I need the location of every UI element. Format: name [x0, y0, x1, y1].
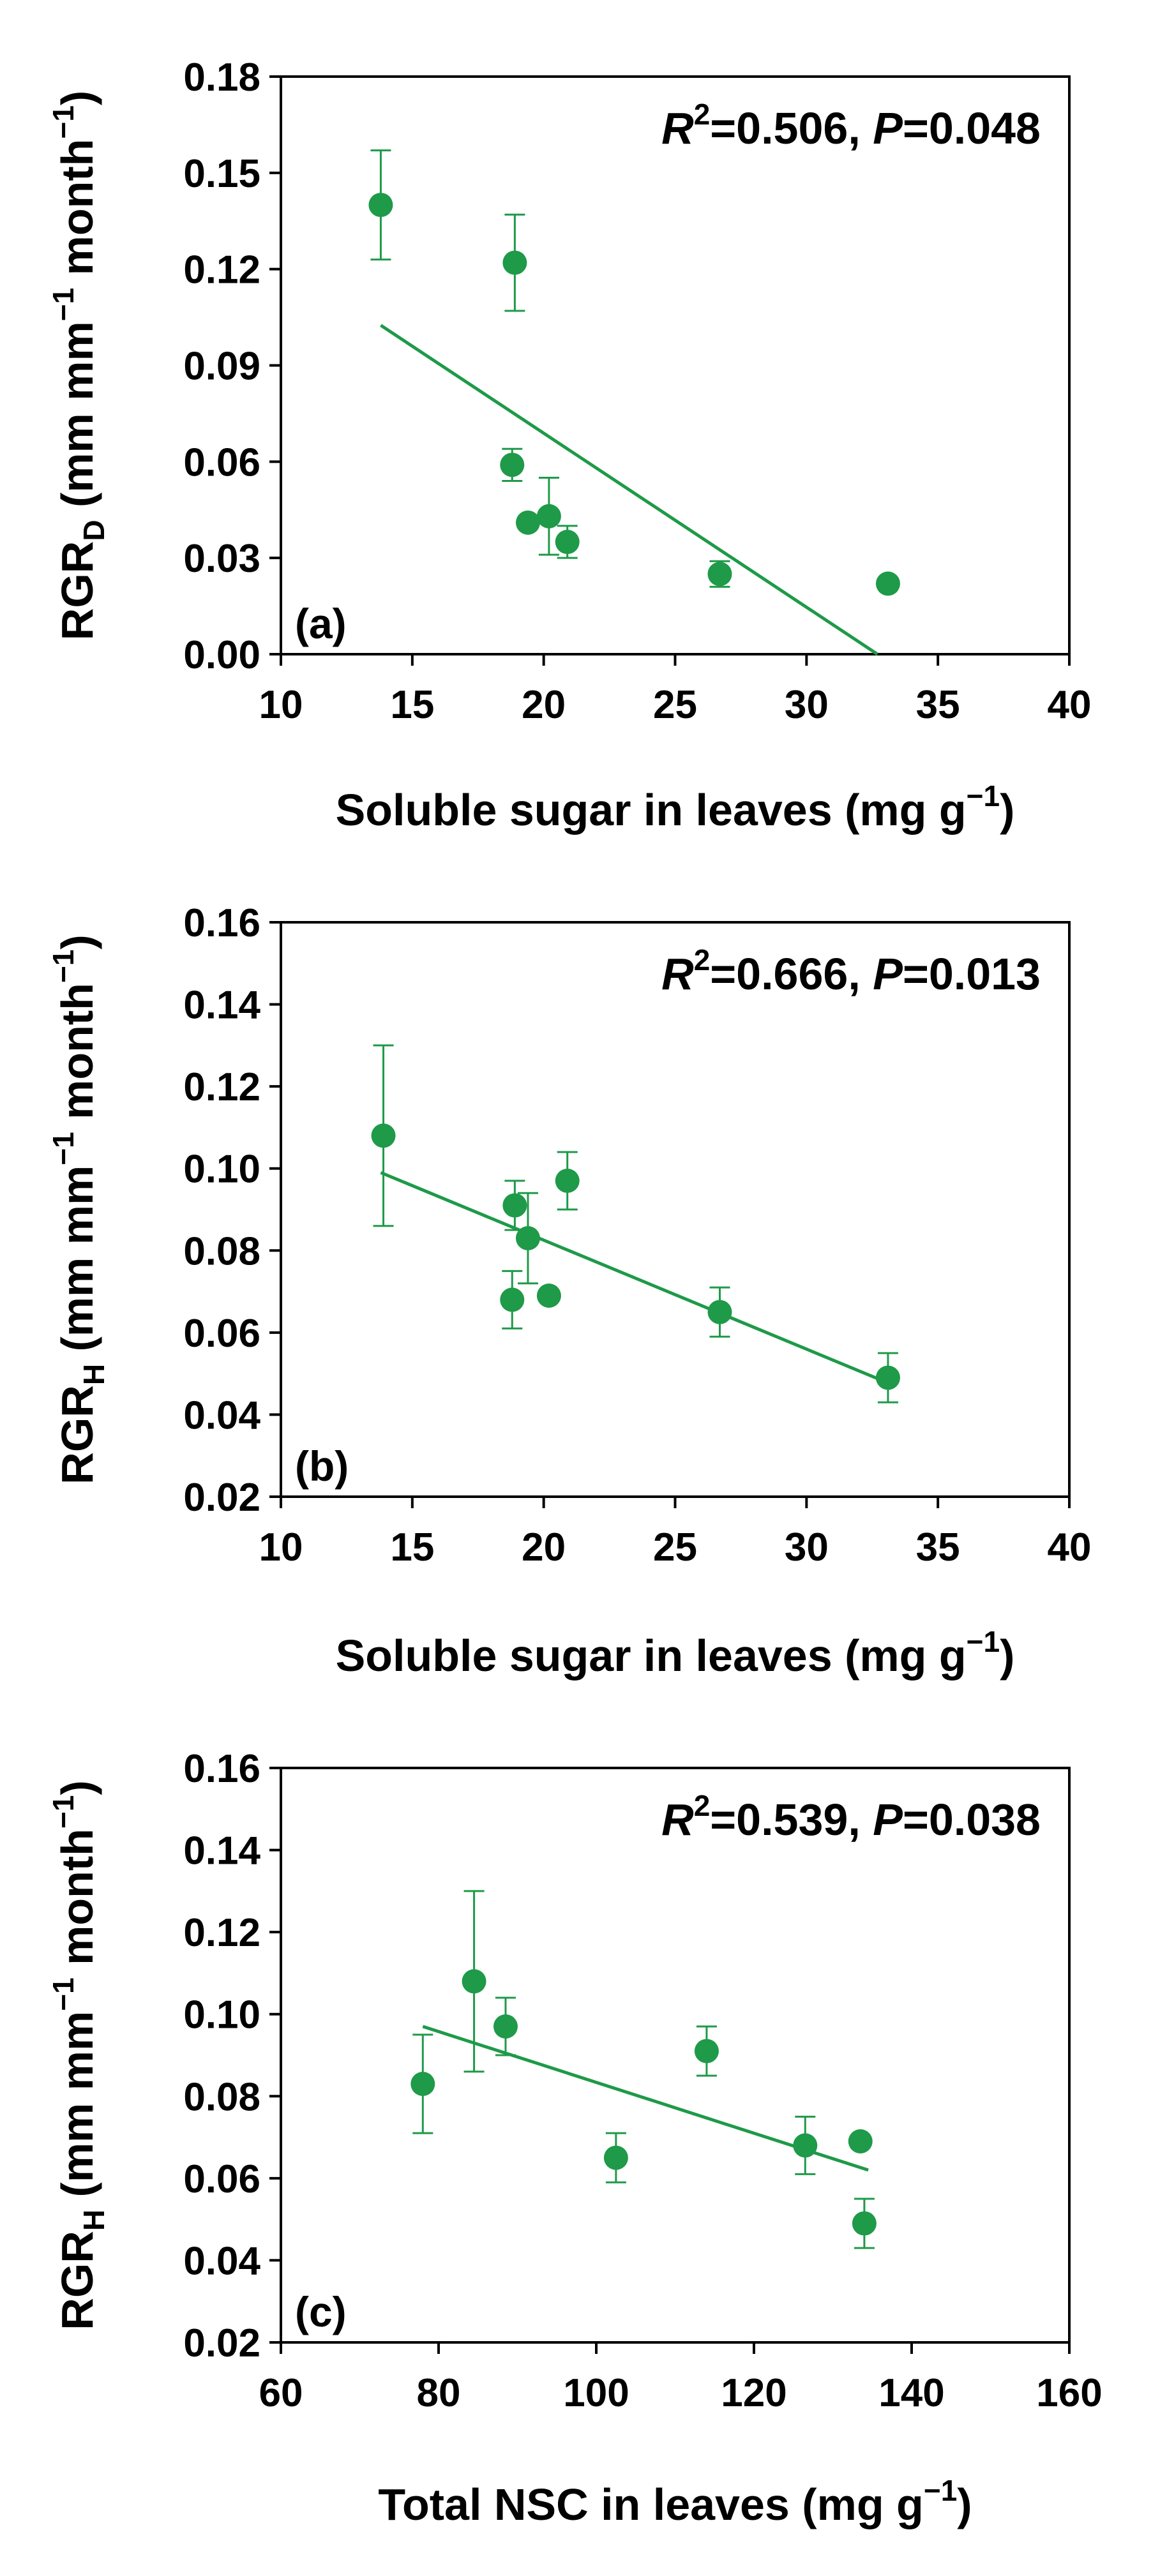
panel-a: 10 15 20 25 30 35 40 0.00 0.03 0.06 0.09 0.12 0.15 0.… [47, 56, 1091, 835]
y-tick-label: 0.04 [183, 2239, 260, 2283]
x-tick-label: 35 [916, 1525, 960, 1569]
x-tick-label: 80 [417, 2371, 461, 2415]
x-tick-label: 20 [522, 683, 566, 727]
data-point [707, 1299, 732, 1324]
y-tick-label: 0.00 [183, 633, 260, 677]
data-point [502, 250, 527, 275]
y-axis-title: RGRH (mm mm−1 month−1) [47, 1780, 110, 2330]
data-point [462, 1969, 486, 1994]
data-point [793, 2133, 818, 2158]
data-point [848, 2129, 873, 2153]
data-point [603, 2145, 628, 2170]
x-tick-label: 25 [653, 1525, 697, 1569]
y-tick-label: 0.08 [183, 1229, 260, 1273]
regression-line [380, 1171, 886, 1384]
plot-frame [280, 1767, 1071, 2344]
x-tick-label: 100 [563, 2371, 629, 2415]
x-tick-label: 35 [916, 683, 960, 727]
x-tick-label: 10 [259, 1525, 303, 1569]
data-point [694, 2039, 719, 2063]
panel-b: 10 15 20 25 30 35 40 0.02 0.04 0.06 0.08 0.10 0.12 0.… [47, 901, 1091, 1681]
data-point [371, 1123, 396, 1148]
stats-annotation: R2=0.666, P=0.013 [661, 943, 1041, 999]
y-tick-label: 0.12 [183, 1911, 260, 1955]
x-tick-label: 160 [1036, 2371, 1102, 2415]
y-tick-label: 0.02 [183, 1476, 260, 1520]
regression-line [380, 324, 878, 656]
data-point [707, 562, 732, 587]
x-tick-label: 40 [1048, 683, 1092, 727]
y-tick-label: 0.06 [183, 440, 260, 484]
x-axis-title: Soluble sugar in leaves (mg g−1) [336, 779, 1015, 835]
y-tick-label: 0.18 [183, 56, 260, 100]
data-point [875, 571, 900, 596]
panel-label: (a) [295, 600, 347, 647]
x-tick-label: 120 [721, 2371, 787, 2415]
data-point [368, 193, 393, 218]
x-tick-label: 140 [878, 2371, 944, 2415]
y-tick-label: 0.14 [183, 984, 260, 1028]
x-tick-label: 40 [1048, 1525, 1092, 1569]
y-tick-label: 0.15 [183, 152, 260, 196]
y-tick-label: 0.10 [183, 1148, 260, 1192]
data-point [555, 530, 580, 555]
y-tick-label: 0.14 [183, 1829, 260, 1873]
data-point [536, 504, 561, 528]
x-tick-label: 15 [390, 1525, 434, 1569]
panel-c: 60 80 100 120 140 160 0.02 0.04 0.06 0.08 0.10 0.12… [47, 1747, 1103, 2529]
panel-label: (b) [295, 1442, 349, 1490]
data-point [875, 1365, 900, 1390]
y-tick-label: 0.02 [183, 2321, 260, 2365]
x-tick-label: 30 [785, 1525, 829, 1569]
x-tick-label: 10 [259, 683, 303, 727]
x-tick-label: 60 [259, 2371, 303, 2415]
y-tick-label: 0.08 [183, 2075, 260, 2119]
x-tick-label: 20 [522, 1525, 566, 1569]
data-point [502, 1193, 527, 1218]
stats-annotation: R2=0.539, P=0.038 [661, 1789, 1041, 1845]
y-axis-title: RGRH (mm mm−1 month−1) [47, 934, 110, 1484]
data-point [515, 1226, 540, 1250]
x-tick-label: 15 [390, 683, 434, 727]
x-tick-label: 30 [785, 683, 829, 727]
y-tick-label: 0.12 [183, 1065, 260, 1109]
y-tick-label: 0.09 [183, 345, 260, 389]
data-point [500, 453, 525, 477]
x-tick-label: 25 [653, 683, 697, 727]
panel-label: (c) [295, 2288, 347, 2335]
x-axis-title: Soluble sugar in leaves (mg g−1) [336, 1625, 1015, 1681]
y-tick-label: 0.06 [183, 1312, 260, 1356]
stats-annotation: R2=0.506, P=0.048 [661, 98, 1041, 153]
data-point [852, 2211, 877, 2236]
y-tick-label: 0.04 [183, 1393, 260, 1437]
y-tick-label: 0.06 [183, 2157, 260, 2201]
y-tick-label: 0.16 [183, 1747, 260, 1791]
data-point [493, 2014, 518, 2039]
x-axis-title: Total NSC in leaves (mg g−1) [378, 2474, 972, 2529]
y-tick-label: 0.16 [183, 901, 260, 945]
data-point [555, 1169, 580, 1193]
y-axis-title: RGRD (mm mm−1 month−1) [47, 91, 110, 640]
data-point [536, 1284, 561, 1308]
data-point [500, 1287, 525, 1312]
y-tick-label: 0.10 [183, 1993, 260, 2037]
data-point [515, 510, 540, 535]
y-tick-label: 0.12 [183, 248, 260, 292]
y-tick-label: 0.03 [183, 537, 260, 581]
data-point [410, 2072, 435, 2096]
